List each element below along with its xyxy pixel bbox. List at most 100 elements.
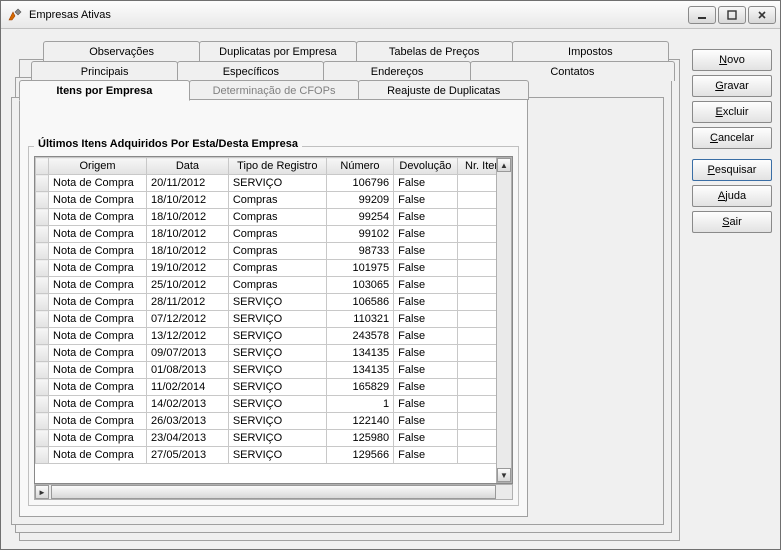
row-header[interactable] bbox=[36, 362, 49, 379]
table-row[interactable]: Nota de Compra18/10/2012Compras99102Fals… bbox=[36, 226, 512, 243]
row-header[interactable] bbox=[36, 379, 49, 396]
row-header[interactable] bbox=[36, 260, 49, 277]
cell[interactable]: 106796 bbox=[326, 175, 393, 192]
cell[interactable]: 01/08/2013 bbox=[147, 362, 229, 379]
col-data[interactable]: Data bbox=[147, 158, 229, 175]
col-origem[interactable]: Origem bbox=[49, 158, 147, 175]
cell[interactable]: 14/02/2013 bbox=[147, 396, 229, 413]
tab-impostos[interactable]: Impostos bbox=[512, 41, 669, 61]
cell[interactable]: 1 bbox=[326, 396, 393, 413]
cell[interactable]: 134135 bbox=[326, 345, 393, 362]
cell[interactable]: Nota de Compra bbox=[49, 345, 147, 362]
minimize-button[interactable] bbox=[688, 6, 716, 24]
table-row[interactable]: Nota de Compra18/10/2012Compras98733Fals… bbox=[36, 243, 512, 260]
cell[interactable]: 122140 bbox=[326, 413, 393, 430]
tab-principais[interactable]: Principais bbox=[31, 61, 178, 81]
table-row[interactable]: Nota de Compra07/12/2012SERVIÇO110321Fal… bbox=[36, 311, 512, 328]
cell[interactable]: Nota de Compra bbox=[49, 226, 147, 243]
cell[interactable]: 125980 bbox=[326, 430, 393, 447]
cell[interactable]: 18/10/2012 bbox=[147, 226, 229, 243]
tab-tabelas-de-precos[interactable]: Tabelas de Preços bbox=[356, 41, 513, 61]
table-row[interactable]: Nota de Compra18/10/2012Compras99254Fals… bbox=[36, 209, 512, 226]
cell[interactable]: False bbox=[394, 430, 457, 447]
cell[interactable]: Nota de Compra bbox=[49, 277, 147, 294]
cell[interactable]: SERVIÇO bbox=[228, 294, 326, 311]
cell[interactable]: False bbox=[394, 226, 457, 243]
table-row[interactable]: Nota de Compra09/07/2013SERVIÇO134135Fal… bbox=[36, 345, 512, 362]
cell[interactable]: 99209 bbox=[326, 192, 393, 209]
horizontal-scrollbar[interactable]: ◄ ► bbox=[34, 484, 513, 500]
pesquisar-button[interactable]: Pesquisar bbox=[692, 159, 772, 181]
cell[interactable]: False bbox=[394, 447, 457, 464]
cell[interactable]: False bbox=[394, 362, 457, 379]
novo-button[interactable]: Novo bbox=[692, 49, 772, 71]
cell[interactable]: SERVIÇO bbox=[228, 430, 326, 447]
row-header[interactable] bbox=[36, 345, 49, 362]
cell[interactable]: SERVIÇO bbox=[228, 362, 326, 379]
cancelar-button[interactable]: Cancelar bbox=[692, 127, 772, 149]
row-header[interactable] bbox=[36, 328, 49, 345]
cell[interactable]: Nota de Compra bbox=[49, 175, 147, 192]
scroll-thumb[interactable] bbox=[51, 485, 496, 499]
cell[interactable]: False bbox=[394, 413, 457, 430]
titlebar[interactable]: Empresas Ativas bbox=[1, 1, 780, 29]
row-header[interactable] bbox=[36, 243, 49, 260]
table-row[interactable]: Nota de Compra11/02/2014SERVIÇO165829Fal… bbox=[36, 379, 512, 396]
cell[interactable]: SERVIÇO bbox=[228, 175, 326, 192]
tab-especificos[interactable]: Específicos bbox=[177, 61, 324, 81]
row-header[interactable] bbox=[36, 226, 49, 243]
cell[interactable]: Nota de Compra bbox=[49, 396, 147, 413]
table-row[interactable]: Nota de Compra14/02/2013SERVIÇO1False bbox=[36, 396, 512, 413]
table-row[interactable]: Nota de Compra19/10/2012Compras101975Fal… bbox=[36, 260, 512, 277]
cell[interactable]: 110321 bbox=[326, 311, 393, 328]
cell[interactable]: False bbox=[394, 277, 457, 294]
col-tipo-de-registro[interactable]: Tipo de Registro bbox=[228, 158, 326, 175]
table-row[interactable]: Nota de Compra23/04/2013SERVIÇO125980Fal… bbox=[36, 430, 512, 447]
cell[interactable]: False bbox=[394, 396, 457, 413]
cell[interactable]: Nota de Compra bbox=[49, 328, 147, 345]
cell[interactable]: 09/07/2013 bbox=[147, 345, 229, 362]
tab-contatos[interactable]: Contatos bbox=[470, 61, 675, 81]
cell[interactable]: 07/12/2012 bbox=[147, 311, 229, 328]
cell[interactable]: SERVIÇO bbox=[228, 396, 326, 413]
cell[interactable]: SERVIÇO bbox=[228, 345, 326, 362]
col-numero[interactable]: Número bbox=[326, 158, 393, 175]
cell[interactable]: False bbox=[394, 192, 457, 209]
scroll-down-icon[interactable]: ▼ bbox=[497, 468, 511, 482]
close-button[interactable] bbox=[748, 6, 776, 24]
cell[interactable]: 101975 bbox=[326, 260, 393, 277]
cell[interactable]: SERVIÇO bbox=[228, 328, 326, 345]
cell[interactable]: 243578 bbox=[326, 328, 393, 345]
items-grid[interactable]: Origem Data Tipo de Registro Número Devo… bbox=[34, 156, 513, 484]
cell[interactable]: 23/04/2013 bbox=[147, 430, 229, 447]
row-header[interactable] bbox=[36, 430, 49, 447]
cell[interactable]: False bbox=[394, 328, 457, 345]
table-row[interactable]: Nota de Compra20/11/2012SERVIÇO106796Fal… bbox=[36, 175, 512, 192]
row-header[interactable] bbox=[36, 209, 49, 226]
row-header[interactable] bbox=[36, 447, 49, 464]
cell[interactable]: 165829 bbox=[326, 379, 393, 396]
cell[interactable]: 27/05/2013 bbox=[147, 447, 229, 464]
tab-enderecos[interactable]: Endereços bbox=[323, 61, 470, 81]
cell[interactable]: 11/02/2014 bbox=[147, 379, 229, 396]
scroll-up-icon[interactable]: ▲ bbox=[497, 158, 511, 172]
excluir-button[interactable]: Excluir bbox=[692, 101, 772, 123]
table-row[interactable]: Nota de Compra13/12/2012SERVIÇO243578Fal… bbox=[36, 328, 512, 345]
cell[interactable]: Compras bbox=[228, 260, 326, 277]
table-row[interactable]: Nota de Compra25/10/2012Compras103065Fal… bbox=[36, 277, 512, 294]
sair-button[interactable]: Sair bbox=[692, 211, 772, 233]
cell[interactable]: 25/10/2012 bbox=[147, 277, 229, 294]
row-header[interactable] bbox=[36, 277, 49, 294]
table-row[interactable]: Nota de Compra18/10/2012Compras99209Fals… bbox=[36, 192, 512, 209]
cell[interactable]: 103065 bbox=[326, 277, 393, 294]
cell[interactable]: 18/10/2012 bbox=[147, 243, 229, 260]
cell[interactable]: Nota de Compra bbox=[49, 260, 147, 277]
cell[interactable]: 28/11/2012 bbox=[147, 294, 229, 311]
cell[interactable]: Nota de Compra bbox=[49, 192, 147, 209]
cell[interactable]: Nota de Compra bbox=[49, 430, 147, 447]
cell[interactable]: False bbox=[394, 209, 457, 226]
cell[interactable]: Compras bbox=[228, 192, 326, 209]
cell[interactable]: False bbox=[394, 294, 457, 311]
cell[interactable]: 129566 bbox=[326, 447, 393, 464]
cell[interactable]: False bbox=[394, 260, 457, 277]
